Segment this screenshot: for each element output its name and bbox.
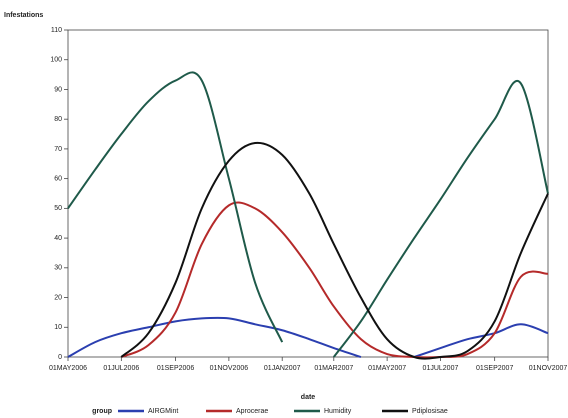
x-tick-label: 01JUL2006 xyxy=(103,365,139,372)
y-tick-label: 50 xyxy=(54,205,62,212)
series-line xyxy=(120,201,549,359)
x-tick-label: 01MAR2007 xyxy=(314,365,353,372)
series-line xyxy=(120,141,549,360)
legend-title: group xyxy=(92,408,112,415)
y-tick-label: 0 xyxy=(58,354,62,361)
y-tick-label: 30 xyxy=(54,265,62,272)
legend-label: AIRGMint xyxy=(148,408,178,415)
y-axis-label: Infestations xyxy=(4,12,43,19)
legend-label: Pdiplosisae xyxy=(412,408,448,415)
y-tick-label: 90 xyxy=(54,86,62,93)
y-tick-label: 110 xyxy=(51,27,62,34)
x-tick-label: 01JAN2007 xyxy=(264,365,301,372)
x-tick-label: 01MAY2006 xyxy=(49,365,87,372)
legend-label: Humidity xyxy=(324,408,352,415)
y-tick-label: 60 xyxy=(54,175,62,182)
x-tick-label: 01NOV2007 xyxy=(529,365,568,372)
y-tick-label: 80 xyxy=(54,116,62,123)
series-line xyxy=(67,71,549,358)
y-tick-label: 10 xyxy=(54,324,62,331)
y-tick-label: 70 xyxy=(54,146,62,153)
legend-label: Aprocerae xyxy=(236,408,268,415)
x-tick-label: 01JUL2007 xyxy=(423,365,459,372)
x-axis-label: date xyxy=(301,394,316,401)
x-tick-label: 01SEP2006 xyxy=(157,365,194,372)
y-tick-label: 100 xyxy=(50,57,62,64)
series-line xyxy=(67,316,549,358)
y-tick-label: 40 xyxy=(54,235,62,242)
x-tick-label: 01NOV2006 xyxy=(210,365,249,372)
y-tick-label: 20 xyxy=(54,294,62,301)
x-tick-label: 01MAY2007 xyxy=(368,365,406,372)
x-tick-label: 01SEP2007 xyxy=(476,365,513,372)
